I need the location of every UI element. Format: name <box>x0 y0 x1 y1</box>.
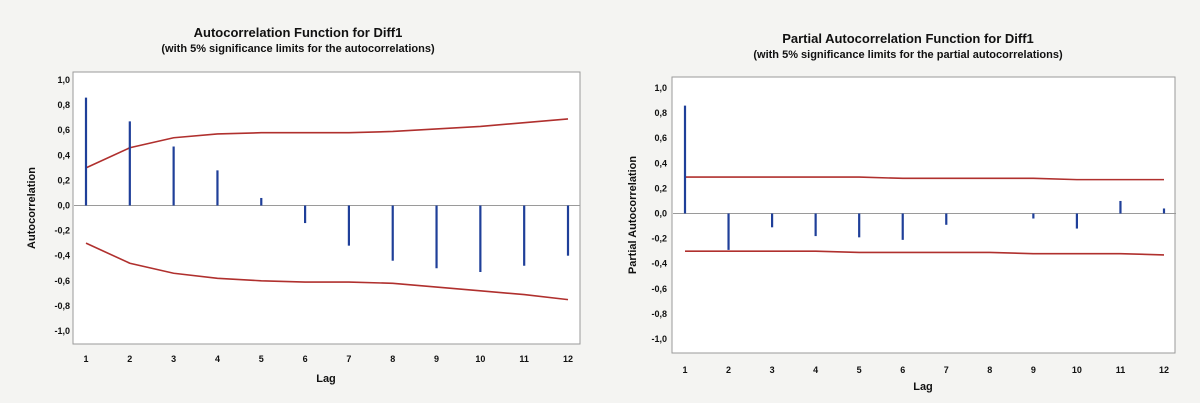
acf-subtitle: (with 5% significance limits for the aut… <box>161 43 435 55</box>
y-tick-label: 0,6 <box>57 125 70 135</box>
y-tick-label: 0,2 <box>57 175 70 185</box>
x-tick-label: 1 <box>83 354 88 364</box>
y-tick-label: 0,0 <box>654 209 667 219</box>
y-tick-label: 0,6 <box>654 133 667 143</box>
x-tick-label: 2 <box>726 365 731 375</box>
pacf-x-axis-label: Lag <box>913 381 933 393</box>
x-tick-label: 5 <box>857 365 862 375</box>
x-tick-label: 3 <box>770 365 775 375</box>
y-tick-label: -0,2 <box>54 226 70 236</box>
pacf-x-ticks: 1 2 3 4 5 6 7 8 9 10 11 12 <box>682 365 1169 375</box>
acf-x-axis-label: Lag <box>316 373 336 385</box>
pacf-subtitle: (with 5% significance limits for the par… <box>753 49 1063 61</box>
x-tick-label: 9 <box>1031 365 1036 375</box>
x-tick-label: 4 <box>215 354 220 364</box>
x-tick-label: 12 <box>563 354 573 364</box>
pacf-y-axis-label: Partial Autocorrelation <box>627 156 639 274</box>
x-tick-label: 12 <box>1159 365 1169 375</box>
acf-chart: Autocorrelation Function for Diff1 (with… <box>26 25 581 385</box>
x-tick-label: 8 <box>390 354 395 364</box>
acf-y-ticks: 1,0 0,8 0,6 0,4 0,2 0,0 -0,2 -0,4 -0,6 -0,8 -1,0 <box>54 75 70 336</box>
pacf-chart: Partial Autocorrelation Function for Dif… <box>627 31 1176 393</box>
x-tick-label: 10 <box>475 354 485 364</box>
pacf-significance-limits <box>685 176 1165 256</box>
y-tick-label: -0,2 <box>651 234 667 244</box>
x-tick-label: 6 <box>303 354 308 364</box>
x-tick-label: 11 <box>519 354 529 364</box>
y-tick-label: -1,0 <box>54 326 70 336</box>
pacf-y-ticks: 1,0 0,8 0,6 0,4 0,2 0,0 -0,2 -0,4 -0,6 -0,8 -1,0 <box>651 83 667 344</box>
acf-plot-area <box>72 71 581 345</box>
x-tick-label: 8 <box>987 365 992 375</box>
y-tick-label: 0,8 <box>57 100 70 110</box>
y-tick-label: -0,8 <box>54 301 70 311</box>
acf-bars <box>84 97 570 273</box>
x-tick-label: 6 <box>900 365 905 375</box>
x-tick-label: 5 <box>259 354 264 364</box>
y-tick-label: 1,0 <box>654 83 667 93</box>
acf-y-axis-label: Autocorrelation <box>26 167 38 249</box>
y-tick-label: 0,8 <box>654 108 667 118</box>
y-tick-label: 0,2 <box>654 183 667 193</box>
y-tick-label: 0,0 <box>57 201 70 211</box>
acf-title: Autocorrelation Function for Diff1 <box>194 25 403 40</box>
x-tick-label: 4 <box>813 365 818 375</box>
y-tick-label: -0,8 <box>651 309 667 319</box>
upper-significance-limit <box>85 118 569 169</box>
x-tick-label: 10 <box>1072 365 1082 375</box>
x-tick-label: 2 <box>127 354 132 364</box>
x-tick-label: 3 <box>171 354 176 364</box>
x-tick-label: 9 <box>434 354 439 364</box>
pacf-title: Partial Autocorrelation Function for Dif… <box>782 31 1034 46</box>
upper-significance-limit <box>685 176 1164 181</box>
pacf-bars <box>683 105 1166 250</box>
lower-significance-limit <box>85 242 569 301</box>
x-tick-label: 1 <box>682 365 687 375</box>
y-tick-label: -0,6 <box>651 284 667 294</box>
lower-significance-limit <box>685 250 1165 256</box>
pacf-plot-area <box>671 76 1176 354</box>
x-tick-label: 7 <box>944 365 949 375</box>
y-tick-label: 1,0 <box>57 75 70 85</box>
y-tick-label: 0,4 <box>57 150 70 160</box>
y-tick-label: -0,4 <box>651 259 667 269</box>
acf-x-ticks: 1 2 3 4 5 6 7 8 9 10 11 12 <box>83 354 573 364</box>
y-tick-label: -0,6 <box>54 276 70 286</box>
x-tick-label: 11 <box>1116 365 1126 375</box>
y-tick-label: 0,4 <box>654 158 667 168</box>
y-tick-label: -1,0 <box>651 334 667 344</box>
acf-significance-limits <box>85 118 569 301</box>
x-tick-label: 7 <box>346 354 351 364</box>
y-tick-label: -0,4 <box>54 251 70 261</box>
